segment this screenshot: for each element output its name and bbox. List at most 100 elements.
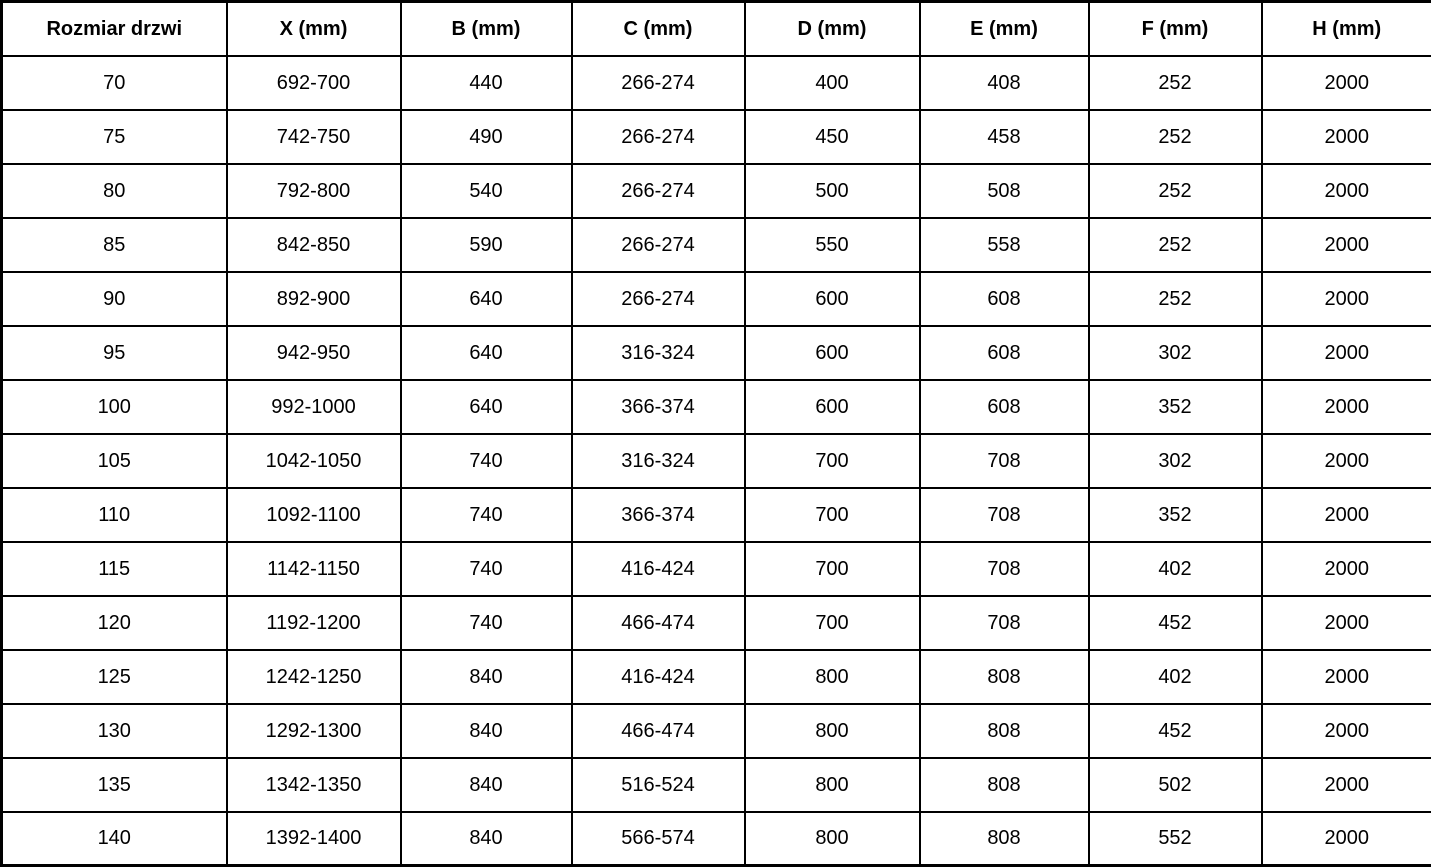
- table-cell: 366-374: [572, 488, 745, 542]
- table-cell: 808: [920, 812, 1089, 866]
- column-header: X (mm): [227, 2, 401, 56]
- table-cell: 1142-1150: [227, 542, 401, 596]
- table-cell: 700: [745, 542, 920, 596]
- table-cell: 942-950: [227, 326, 401, 380]
- table-cell: 252: [1089, 272, 1262, 326]
- table-cell: 808: [920, 650, 1089, 704]
- table-cell: 125: [2, 650, 227, 704]
- table-cell: 740: [401, 434, 572, 488]
- table-cell: 266-274: [572, 56, 745, 110]
- table-cell: 808: [920, 758, 1089, 812]
- table-cell: 416-424: [572, 650, 745, 704]
- table-cell: 500: [745, 164, 920, 218]
- table-cell: 80: [2, 164, 227, 218]
- table-cell: 708: [920, 434, 1089, 488]
- table-cell: 708: [920, 596, 1089, 650]
- table-cell: 302: [1089, 326, 1262, 380]
- table-cell: 2000: [1262, 434, 1431, 488]
- table-cell: 608: [920, 380, 1089, 434]
- table-cell: 402: [1089, 650, 1262, 704]
- table-cell: 90: [2, 272, 227, 326]
- table-cell: 400: [745, 56, 920, 110]
- table-cell: 75: [2, 110, 227, 164]
- table-cell: 600: [745, 326, 920, 380]
- table-cell: 352: [1089, 488, 1262, 542]
- table-cell: 590: [401, 218, 572, 272]
- table-cell: 402: [1089, 542, 1262, 596]
- table-cell: 800: [745, 758, 920, 812]
- table-cell: 2000: [1262, 596, 1431, 650]
- table-cell: 366-374: [572, 380, 745, 434]
- table-cell: 840: [401, 812, 572, 866]
- table-cell: 608: [920, 272, 1089, 326]
- table-cell: 452: [1089, 704, 1262, 758]
- table-cell: 252: [1089, 110, 1262, 164]
- table-cell: 252: [1089, 164, 1262, 218]
- table-cell: 408: [920, 56, 1089, 110]
- table-cell: 490: [401, 110, 572, 164]
- table-cell: 466-474: [572, 704, 745, 758]
- table-cell: 1292-1300: [227, 704, 401, 758]
- table-cell: 105: [2, 434, 227, 488]
- table-cell: 550: [745, 218, 920, 272]
- table-cell: 840: [401, 650, 572, 704]
- table-cell: 800: [745, 812, 920, 866]
- table-cell: 600: [745, 380, 920, 434]
- table-cell: 2000: [1262, 218, 1431, 272]
- table-cell: 742-750: [227, 110, 401, 164]
- table-cell: 566-574: [572, 812, 745, 866]
- table-cell: 516-524: [572, 758, 745, 812]
- table-cell: 640: [401, 326, 572, 380]
- column-header: E (mm): [920, 2, 1089, 56]
- table-cell: 1192-1200: [227, 596, 401, 650]
- table-cell: 115: [2, 542, 227, 596]
- table-cell: 85: [2, 218, 227, 272]
- table-cell: 1042-1050: [227, 434, 401, 488]
- column-header: Rozmiar drzwi: [2, 2, 227, 56]
- table-cell: 352: [1089, 380, 1262, 434]
- table-cell: 692-700: [227, 56, 401, 110]
- table-cell: 502: [1089, 758, 1262, 812]
- table-cell: 440: [401, 56, 572, 110]
- table-cell: 600: [745, 272, 920, 326]
- table-cell: 740: [401, 542, 572, 596]
- table-cell: 95: [2, 326, 227, 380]
- table-cell: 252: [1089, 218, 1262, 272]
- table-cell: 840: [401, 758, 572, 812]
- table-cell: 2000: [1262, 272, 1431, 326]
- table-cell: 135: [2, 758, 227, 812]
- table-cell: 266-274: [572, 272, 745, 326]
- table-cell: 740: [401, 596, 572, 650]
- table-cell: 266-274: [572, 218, 745, 272]
- table-cell: 100: [2, 380, 227, 434]
- table-cell: 2000: [1262, 56, 1431, 110]
- table-cell: 316-324: [572, 434, 745, 488]
- table-cell: 2000: [1262, 110, 1431, 164]
- table-cell: 508: [920, 164, 1089, 218]
- table-cell: 416-424: [572, 542, 745, 596]
- table-cell: 552: [1089, 812, 1262, 866]
- table-cell: 1342-1350: [227, 758, 401, 812]
- column-header: H (mm): [1262, 2, 1431, 56]
- table-cell: 540: [401, 164, 572, 218]
- table-cell: 450: [745, 110, 920, 164]
- table-cell: 2000: [1262, 542, 1431, 596]
- table-cell: 120: [2, 596, 227, 650]
- table-cell: 1392-1400: [227, 812, 401, 866]
- table-cell: 452: [1089, 596, 1262, 650]
- table-cell: 2000: [1262, 812, 1431, 866]
- table-cell: 266-274: [572, 164, 745, 218]
- table-cell: 458: [920, 110, 1089, 164]
- table-cell: 140: [2, 812, 227, 866]
